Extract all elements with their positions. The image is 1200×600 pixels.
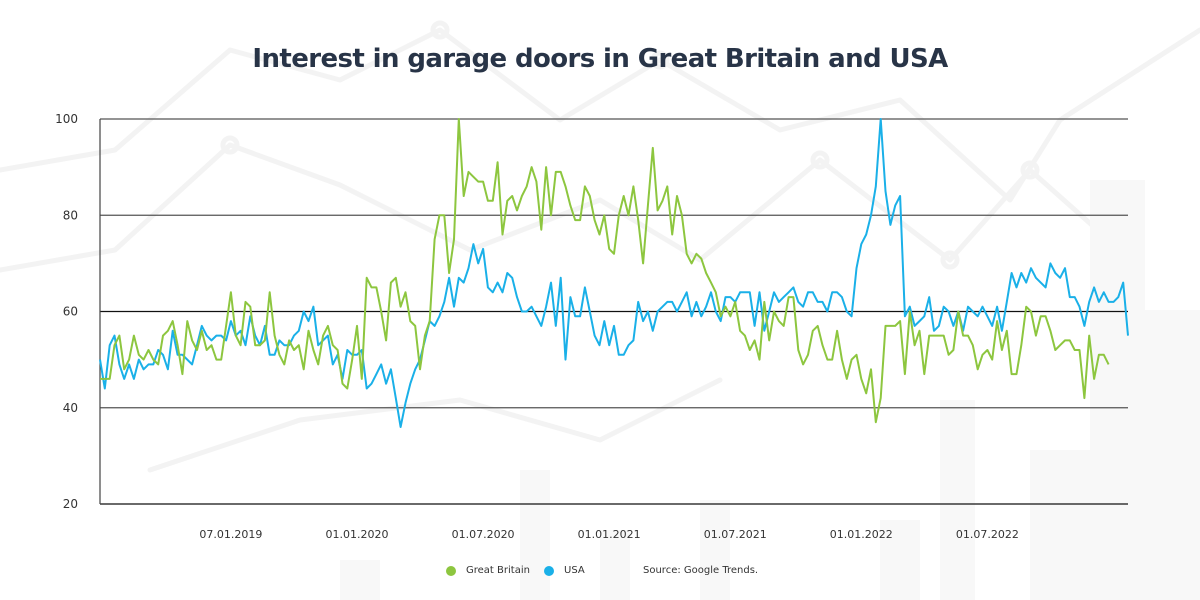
legend-item-great-britain: Great Britain xyxy=(446,565,530,576)
y-tick-label: 20 xyxy=(63,497,78,511)
legend-dot-great-britain xyxy=(446,565,456,576)
legend-item-usa: USA xyxy=(544,565,585,576)
source-note: Source: Google Trends. xyxy=(643,565,758,576)
x-tick-label: 07.01.2019 xyxy=(199,528,262,541)
y-tick-label: 60 xyxy=(63,305,78,319)
legend-label-usa: USA xyxy=(564,565,585,576)
legend-label-great-britain: Great Britain xyxy=(466,565,530,576)
y-tick-label: 80 xyxy=(63,208,78,222)
series-line-usa xyxy=(99,118,1129,428)
legend: Great Britain USA Source: Google Trends. xyxy=(0,565,1200,581)
x-tick-label: 01.07.2022 xyxy=(956,528,1019,541)
legend-dot-usa xyxy=(544,565,554,576)
y-tick-label: 40 xyxy=(63,401,78,415)
source-text: Source: Google Trends. xyxy=(643,565,759,576)
x-tick-label: 01.01.2020 xyxy=(326,528,389,541)
x-tick-label: 01.07.2021 xyxy=(704,528,767,541)
x-tick-label: 01.07.2020 xyxy=(452,528,515,541)
y-tick-label: 100 xyxy=(55,112,78,126)
x-tick-label: 01.01.2022 xyxy=(830,528,893,541)
x-tick-label: 01.01.2021 xyxy=(578,528,641,541)
chart-title: Interest in garage doors in Great Britai… xyxy=(252,44,948,74)
series-line-great-britain xyxy=(100,118,1110,424)
